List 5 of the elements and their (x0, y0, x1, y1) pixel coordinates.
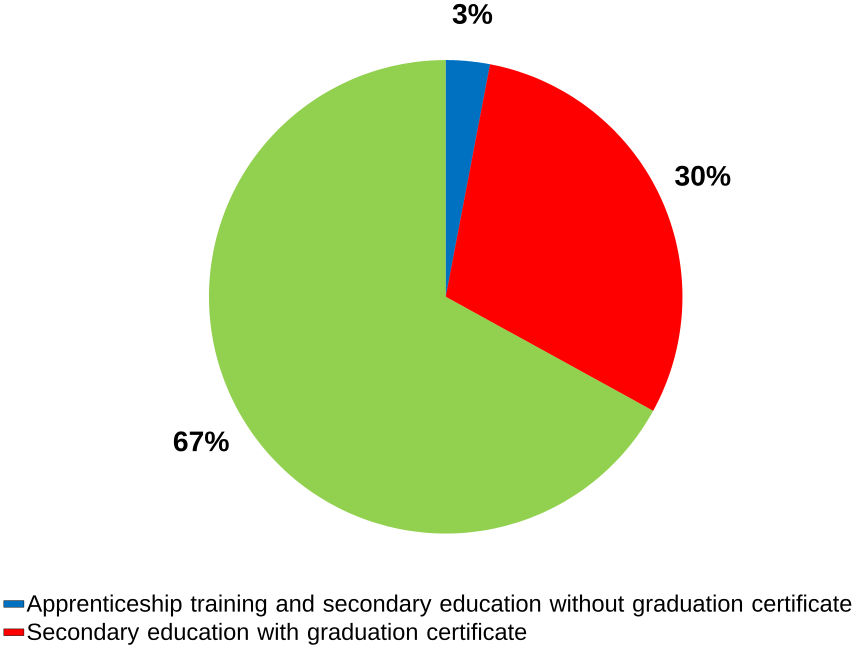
legend-label: Secondary education with graduation certificate (28, 622, 526, 645)
data-label: 67% (174, 431, 229, 452)
data-label: 3% (452, 4, 492, 24)
data-label: 30% (675, 166, 730, 186)
legend-label: Apprenticeship training and secondary education without graduation certificate (26, 594, 852, 616)
